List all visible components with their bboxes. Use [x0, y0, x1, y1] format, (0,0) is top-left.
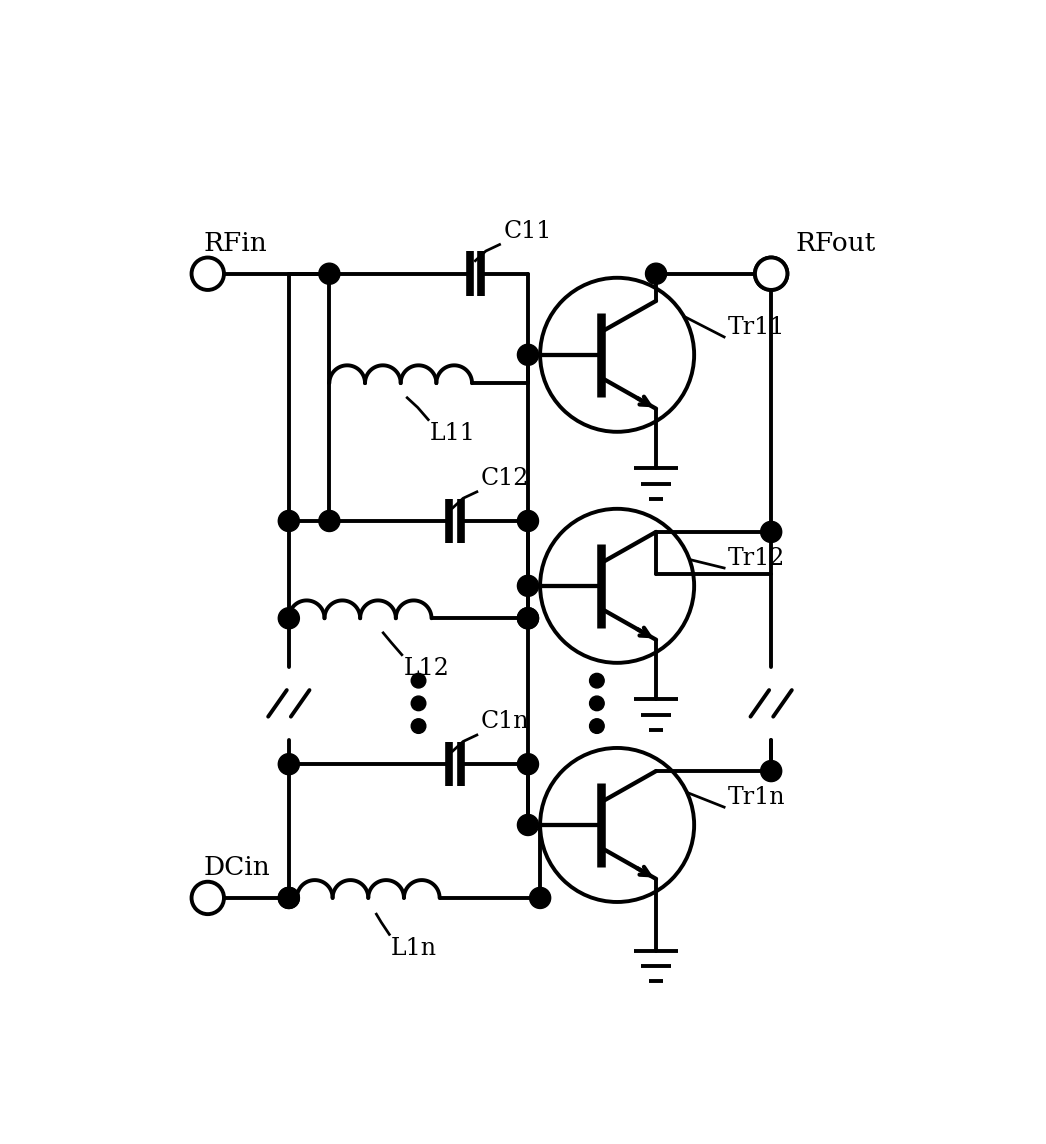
Text: DCin: DCin	[204, 855, 271, 880]
Text: C11: C11	[503, 220, 552, 243]
Text: C1n: C1n	[481, 710, 529, 733]
Circle shape	[319, 263, 340, 284]
Circle shape	[319, 510, 340, 532]
Circle shape	[278, 510, 299, 532]
Text: Tr11: Tr11	[728, 316, 786, 339]
Circle shape	[590, 718, 605, 733]
Circle shape	[518, 815, 539, 835]
Circle shape	[191, 257, 224, 289]
Circle shape	[411, 718, 426, 733]
Circle shape	[529, 888, 550, 908]
Circle shape	[191, 882, 224, 914]
Text: RFout: RFout	[796, 231, 876, 256]
Circle shape	[278, 888, 299, 908]
Circle shape	[518, 575, 539, 596]
Circle shape	[518, 607, 539, 629]
Circle shape	[755, 257, 788, 289]
Text: L12: L12	[404, 657, 450, 681]
Circle shape	[411, 696, 426, 710]
Text: RFin: RFin	[204, 231, 268, 256]
Text: L1n: L1n	[391, 937, 437, 960]
Circle shape	[518, 754, 539, 774]
Circle shape	[590, 696, 605, 710]
Circle shape	[278, 754, 299, 774]
Circle shape	[760, 522, 781, 542]
Circle shape	[278, 888, 299, 908]
Circle shape	[278, 607, 299, 629]
Circle shape	[518, 607, 539, 629]
Circle shape	[411, 674, 426, 688]
Circle shape	[760, 761, 781, 781]
Text: Tr1n: Tr1n	[728, 786, 786, 809]
Circle shape	[518, 510, 539, 532]
Text: L11: L11	[430, 422, 476, 445]
Circle shape	[760, 263, 781, 284]
Circle shape	[755, 257, 788, 289]
Text: Tr12: Tr12	[728, 547, 786, 570]
Circle shape	[518, 344, 539, 365]
Circle shape	[590, 674, 605, 688]
Circle shape	[645, 263, 666, 284]
Text: C12: C12	[481, 467, 529, 490]
